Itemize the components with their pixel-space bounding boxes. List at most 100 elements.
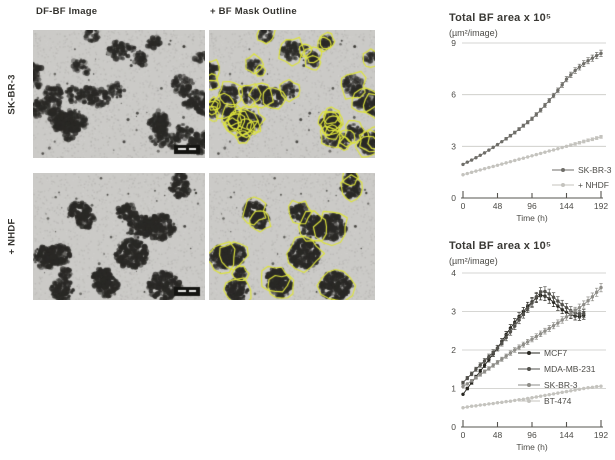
data-point xyxy=(517,127,521,131)
data-point xyxy=(508,399,513,403)
data-point xyxy=(534,112,539,117)
data-point xyxy=(478,363,482,367)
data-point xyxy=(491,401,495,406)
data-point xyxy=(560,145,564,150)
column-header-dfbf: DF-BF Image xyxy=(36,6,98,17)
data-point xyxy=(495,401,500,405)
data-point xyxy=(495,360,500,365)
data-point xyxy=(590,295,595,299)
data-point xyxy=(556,88,560,93)
data-point xyxy=(504,354,508,358)
data-point xyxy=(569,143,573,147)
data-point xyxy=(465,405,470,409)
data-point xyxy=(521,397,526,401)
legend-label: BT-474 xyxy=(544,396,572,406)
y-tick-label: 9 xyxy=(451,38,456,48)
data-point xyxy=(474,156,478,160)
x-axis-label: Time (h) xyxy=(516,213,547,223)
data-point xyxy=(474,376,478,380)
data-point xyxy=(495,142,500,147)
x-tick-label: 144 xyxy=(559,430,573,440)
data-point xyxy=(564,315,569,319)
data-point xyxy=(551,300,556,304)
row-label-skbr3: SK-BR-3 xyxy=(6,73,18,115)
growth-chart-skbr3-vs-nhdf: Total BF area x 10⁵ (µm²/image) 0 3 6 9 0 48 96 1… xyxy=(446,8,614,230)
legend-marker-dot xyxy=(527,351,531,355)
x-axis-label: Time (h) xyxy=(516,442,547,452)
x-tick-label: 96 xyxy=(527,201,537,211)
data-point xyxy=(547,392,551,397)
data-point xyxy=(508,133,513,138)
data-point xyxy=(590,137,595,141)
data-point xyxy=(564,305,569,310)
data-point xyxy=(487,354,491,359)
data-point xyxy=(517,318,521,322)
data-point xyxy=(491,350,495,355)
data-point xyxy=(482,363,487,368)
data-point xyxy=(586,59,590,63)
data-point xyxy=(482,167,487,171)
data-point xyxy=(573,68,577,73)
data-point xyxy=(465,382,470,386)
microscopy-panel-skbr3-mask xyxy=(209,30,375,158)
data-point xyxy=(487,402,491,406)
data-point xyxy=(465,171,470,176)
data-point xyxy=(530,396,534,400)
data-point xyxy=(543,329,547,333)
data-point xyxy=(599,384,603,388)
data-point xyxy=(564,310,569,314)
data-point xyxy=(500,162,504,166)
data-point xyxy=(517,157,521,161)
data-point xyxy=(538,290,543,294)
data-point xyxy=(482,402,487,407)
data-point xyxy=(577,305,582,310)
data-point xyxy=(474,367,478,371)
data-point xyxy=(500,400,504,405)
data-point xyxy=(508,330,513,334)
data-point xyxy=(478,372,482,377)
data-point xyxy=(564,77,569,81)
legend-marker-dot xyxy=(527,367,531,371)
data-point xyxy=(594,53,599,58)
data-point xyxy=(538,332,543,336)
nhdf-mask-outline-micrograph xyxy=(209,173,375,300)
data-point xyxy=(560,83,564,87)
data-point xyxy=(599,285,603,290)
data-point xyxy=(551,295,556,299)
x-tick-label: 96 xyxy=(527,430,537,440)
chart-top-svg: Total BF area x 10⁵ (µm²/image) 0 3 6 9 0 48 96 1… xyxy=(449,12,612,223)
data-point xyxy=(543,289,547,294)
data-point xyxy=(569,73,573,77)
x-tick-label: 192 xyxy=(594,430,608,440)
y-tick-label: 1 xyxy=(451,384,456,394)
data-point xyxy=(500,341,504,345)
data-point xyxy=(482,359,487,363)
legend-label: + NHDF xyxy=(578,180,609,190)
data-point xyxy=(577,65,582,69)
data-point xyxy=(521,342,526,347)
data-point xyxy=(495,163,500,167)
data-point xyxy=(586,299,590,303)
data-point xyxy=(594,384,599,389)
data-point xyxy=(487,148,491,152)
data-point xyxy=(534,395,539,399)
data-point xyxy=(586,386,590,390)
y-tick-label: 3 xyxy=(451,141,456,151)
data-point xyxy=(582,386,586,391)
data-point xyxy=(478,168,482,172)
data-point xyxy=(525,306,530,311)
y-tick-label: 0 xyxy=(451,422,456,432)
chart-bottom-svg: Total BF area x 10⁵ (µm²/image) 0 1 2 3 4 0 48 96… xyxy=(449,240,608,452)
data-point xyxy=(465,160,470,164)
data-point xyxy=(500,357,504,361)
data-point xyxy=(594,136,599,140)
data-point xyxy=(543,150,547,154)
data-point xyxy=(517,345,521,350)
data-point xyxy=(590,385,595,390)
column-header-mask-outline: + BF Mask Outline xyxy=(210,6,297,17)
data-point xyxy=(487,165,491,170)
data-point xyxy=(521,156,526,160)
data-point xyxy=(569,312,573,316)
data-point xyxy=(582,302,586,307)
